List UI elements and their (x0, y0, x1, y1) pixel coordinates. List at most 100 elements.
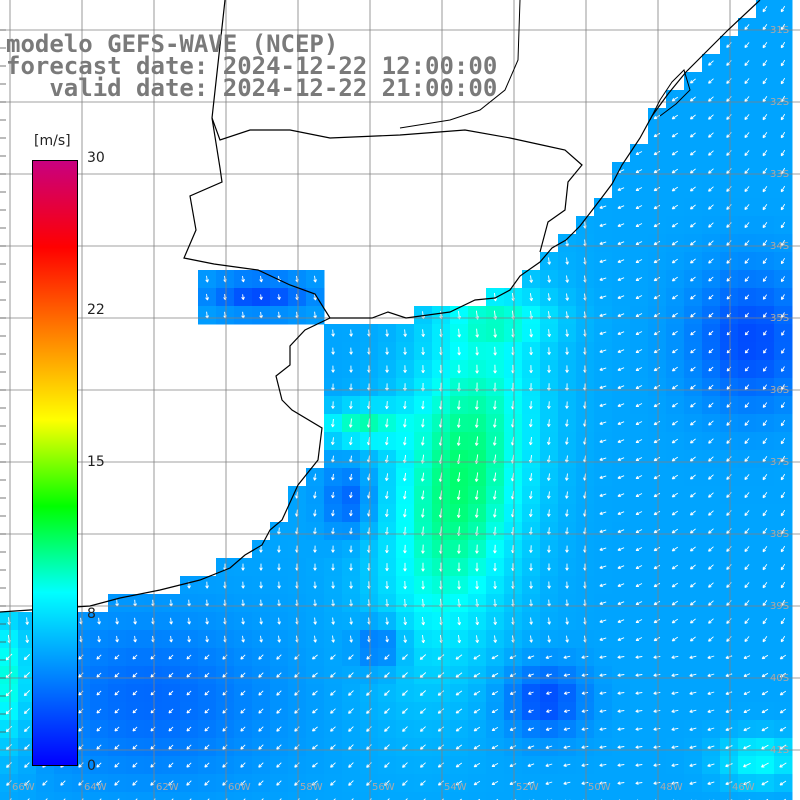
wind-arrow (258, 780, 264, 786)
lat-label: 38S (770, 529, 789, 540)
wind-arrow (761, 780, 769, 786)
model-title: modelo GEFS-WAVE (NCEP) (6, 30, 339, 58)
wind-arrow (635, 565, 643, 570)
wind-arrow (313, 293, 317, 301)
wind-arrow (437, 672, 445, 678)
wind-arrow (726, 600, 732, 606)
wind-arrow (473, 780, 481, 786)
wind-arrow (599, 709, 607, 713)
wind-arrow (491, 745, 499, 750)
wind-cell (216, 792, 235, 800)
wind-arrow (708, 564, 714, 570)
wind-arrow (402, 508, 407, 518)
wind-arrow (708, 510, 714, 516)
wind-arrow (744, 546, 750, 553)
wind-arrow (653, 204, 661, 210)
wind-arrow (599, 691, 607, 695)
wind-arrow (744, 258, 750, 264)
wind-arrow (349, 617, 353, 625)
wind-arrow (25, 617, 29, 625)
wind-arrow (781, 384, 785, 390)
wind-arrow (762, 185, 768, 193)
wind-arrow (384, 726, 390, 732)
wind-arrow (547, 509, 551, 517)
wind-arrow (761, 672, 769, 678)
wind-arrow (617, 493, 625, 498)
wind-arrow (401, 672, 408, 678)
wind-arrow (744, 420, 750, 426)
wind-arrow (780, 437, 786, 445)
lon-label: 48W (660, 782, 683, 793)
wind-arrow (635, 241, 643, 246)
wind-arrow (779, 690, 787, 696)
wind-arrow (331, 545, 335, 553)
wind-arrow (384, 418, 389, 428)
wind-cell (720, 792, 739, 800)
wind-arrow (547, 365, 551, 373)
wind-arrow (331, 365, 335, 373)
wind-arrow (168, 654, 174, 660)
wind-arrow (204, 690, 210, 696)
wind-arrow (204, 708, 210, 714)
wind-arrow (493, 328, 498, 338)
wind-arrow (726, 546, 732, 552)
wind-arrow (493, 635, 498, 643)
wind-arrow (23, 726, 30, 733)
wind-arrow (653, 510, 661, 516)
wind-arrow (6, 780, 12, 786)
wind-arrow (635, 493, 643, 498)
wind-arrow (475, 580, 479, 590)
wind-arrow (528, 419, 533, 428)
wind-arrow (599, 421, 607, 426)
wind-cell (450, 792, 469, 800)
wind-arrow (349, 563, 353, 571)
wind-arrow (565, 401, 569, 409)
wind-arrow (690, 276, 696, 282)
wind-arrow (405, 798, 408, 800)
wind-arrow (689, 673, 697, 678)
wind-arrow (96, 690, 102, 696)
wind-arrow (547, 635, 551, 643)
wind-arrow (331, 635, 335, 643)
wind-arrow (762, 95, 768, 103)
wind-arrow (781, 348, 785, 354)
wind-arrow (311, 780, 318, 786)
wind-arrow (635, 763, 643, 767)
wind-arrow (349, 581, 353, 589)
wind-arrow (168, 708, 174, 714)
wind-cell (36, 792, 55, 800)
forecast-date: forecast date: 2024-12-22 12:00:00 (6, 52, 498, 80)
wind-arrow (25, 635, 30, 643)
wind-cell (522, 792, 541, 800)
wind-arrow (671, 204, 679, 210)
wind-arrow (761, 654, 769, 660)
wind-cell (486, 792, 505, 800)
wind-arrow (671, 294, 678, 300)
wind-arrow (617, 187, 625, 192)
wind-arrow (455, 672, 463, 678)
wind-arrow (565, 365, 569, 373)
wind-arrow (563, 691, 570, 695)
wind-arrow (635, 601, 643, 606)
wind-arrow (653, 330, 661, 336)
wind-arrow (725, 691, 733, 696)
wind-arrow (653, 781, 661, 785)
wind-arrow (240, 654, 246, 660)
wind-arrow (384, 473, 389, 481)
wind-arrow (744, 492, 750, 499)
wind-arrow (563, 745, 571, 750)
wind-arrow (653, 582, 661, 588)
wind-arrow (689, 546, 696, 552)
wind-arrow (744, 456, 750, 463)
wind-arrow (563, 709, 570, 713)
wind-arrow (366, 690, 372, 696)
wind-cell (648, 792, 667, 800)
wind-arrow (708, 456, 714, 462)
wind-arrow (635, 439, 643, 444)
wind-arrow (671, 709, 679, 714)
wind-arrow (261, 798, 264, 800)
wind-arrow (635, 547, 643, 552)
wind-arrow (762, 527, 768, 535)
wind-arrow (276, 726, 282, 732)
